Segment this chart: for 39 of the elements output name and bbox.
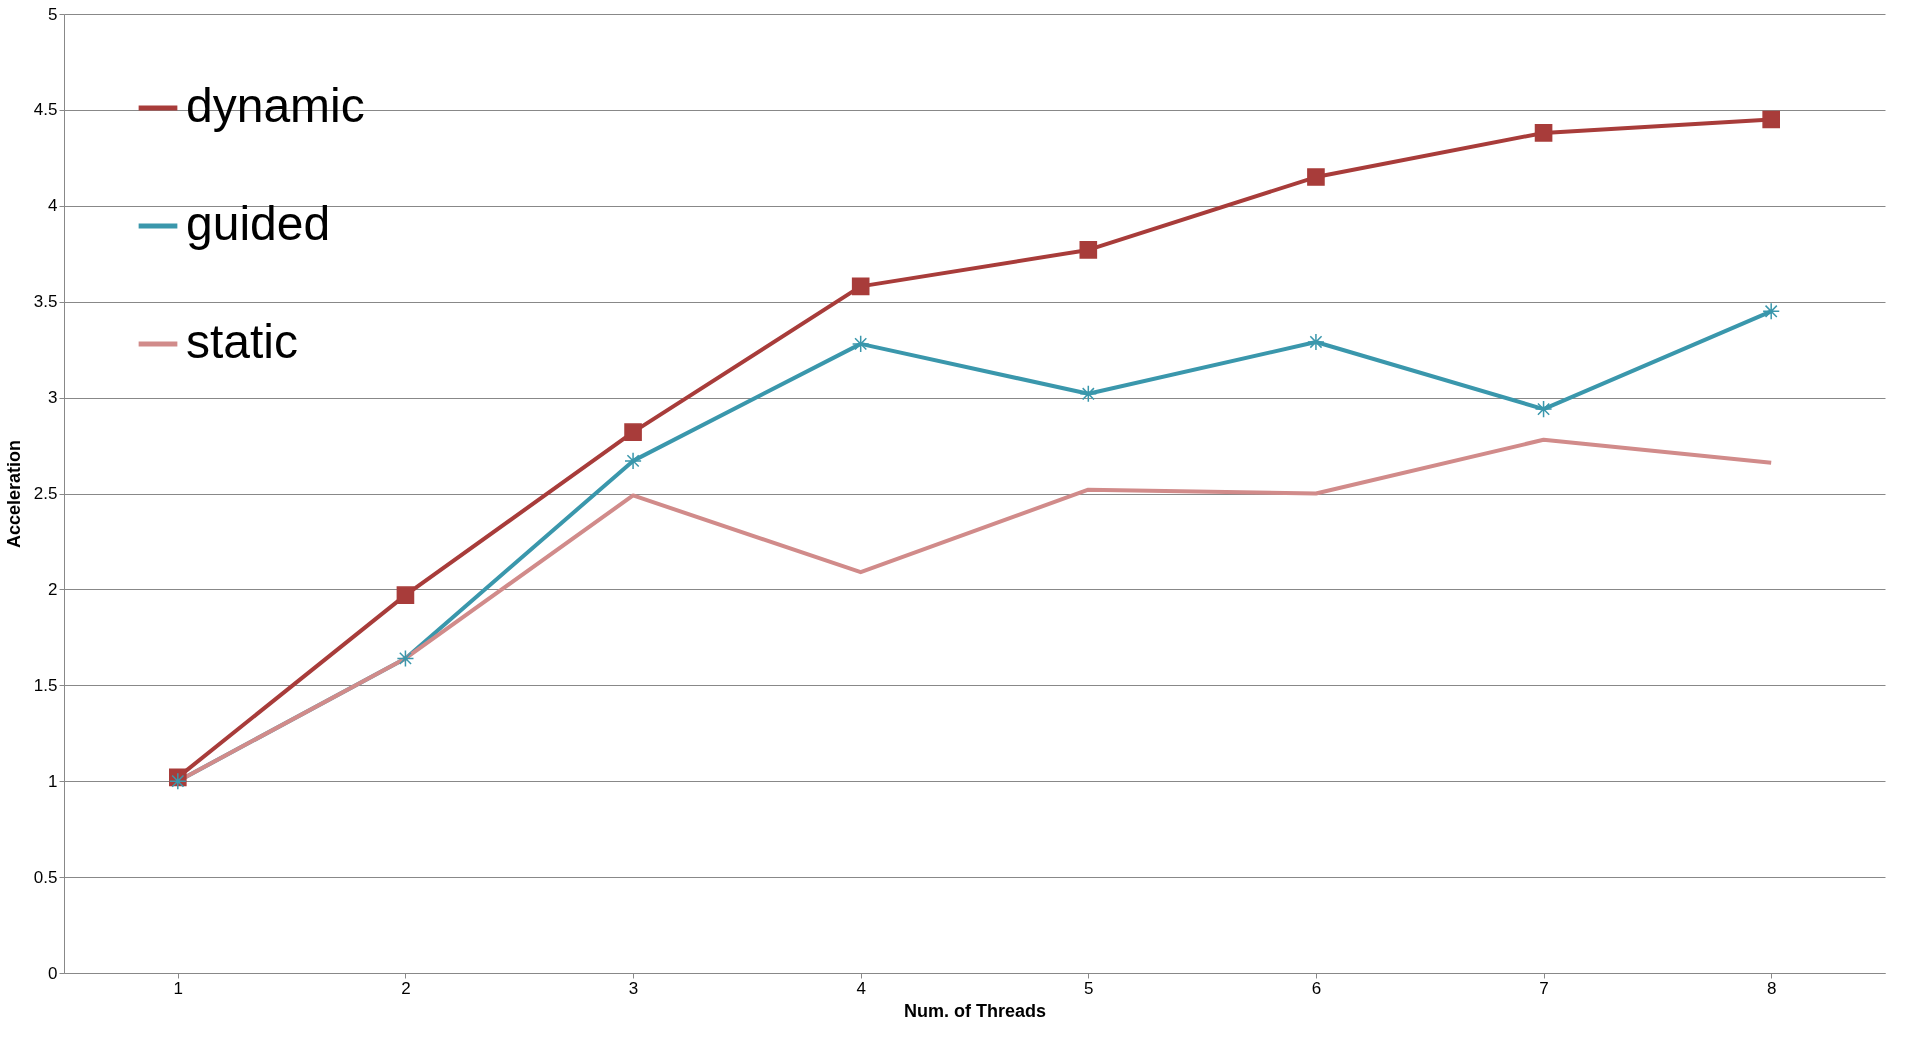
point bbox=[624, 452, 642, 470]
y-tick-label: 2 bbox=[48, 579, 58, 599]
y-tick-label: 2.5 bbox=[33, 484, 58, 503]
y-axis-title: Acceleration bbox=[3, 439, 24, 549]
point bbox=[851, 335, 870, 353]
point bbox=[1534, 400, 1553, 418]
point bbox=[1762, 110, 1780, 129]
x-tick-label: 4 bbox=[856, 978, 866, 998]
y-tick-label: 0 bbox=[48, 963, 58, 983]
point bbox=[1307, 168, 1325, 186]
y-tick-label: 0.5 bbox=[33, 867, 58, 887]
y-tick-label: 1 bbox=[48, 771, 58, 791]
x-tick-label: 6 bbox=[1311, 978, 1322, 998]
point bbox=[396, 586, 415, 604]
legend-label: dynamic bbox=[186, 79, 365, 132]
y-tick-label: 4 bbox=[48, 196, 58, 216]
point bbox=[1307, 333, 1325, 351]
point bbox=[1079, 241, 1098, 259]
legend-label: guided bbox=[186, 197, 331, 250]
point bbox=[1762, 302, 1780, 321]
x-tick-label: 1 bbox=[173, 978, 184, 998]
y-tick-label: 3 bbox=[48, 388, 58, 408]
x-tick-label: 7 bbox=[1539, 978, 1549, 998]
y-tick-label: 5 bbox=[48, 4, 58, 24]
point bbox=[851, 277, 870, 296]
x-tick-label: 8 bbox=[1766, 978, 1777, 998]
y-tick-label: 4.5 bbox=[33, 100, 58, 120]
legend-label: static bbox=[186, 315, 299, 368]
x-tick-label: 3 bbox=[628, 978, 639, 998]
point bbox=[1079, 384, 1098, 403]
y-tick-label: 1.5 bbox=[33, 675, 58, 695]
point bbox=[624, 423, 642, 441]
point bbox=[169, 772, 187, 791]
point bbox=[396, 649, 415, 668]
x-axis-title: Num. of Threads bbox=[903, 1000, 1047, 1021]
point bbox=[1534, 124, 1553, 142]
x-tick-label: 5 bbox=[1084, 978, 1094, 998]
y-tick-label: 3.5 bbox=[33, 292, 58, 312]
x-tick-label: 2 bbox=[401, 978, 411, 998]
